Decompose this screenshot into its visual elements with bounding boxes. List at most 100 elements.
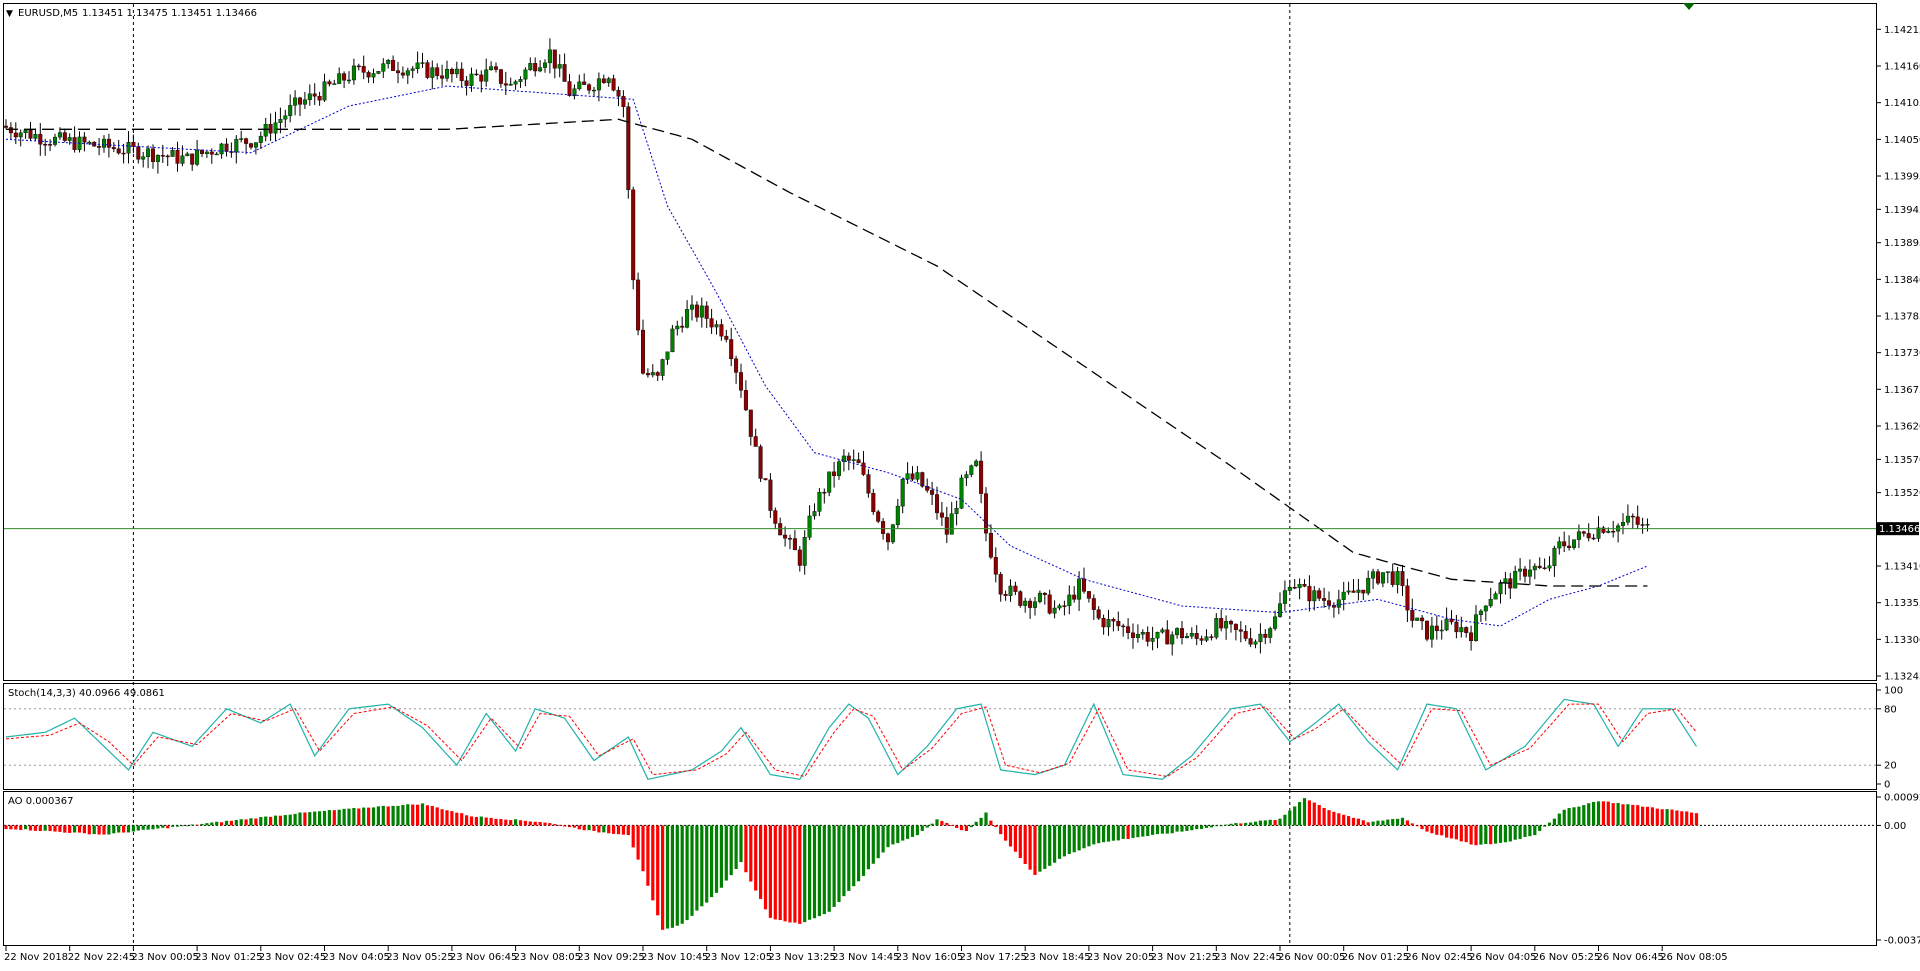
ao-bar <box>122 825 126 833</box>
candle-body <box>547 49 552 64</box>
price-tick-label: 1.14105 <box>1884 98 1920 109</box>
candle-body <box>1121 625 1126 628</box>
candle-body <box>1072 594 1077 600</box>
candle-body <box>621 96 626 107</box>
candle-body <box>935 494 940 514</box>
candle-body <box>440 75 445 79</box>
ao-bar <box>636 825 640 860</box>
ao-bar <box>63 825 67 833</box>
ao-bar <box>1116 825 1120 841</box>
ao-bar <box>465 815 469 826</box>
candle-body <box>1454 621 1459 633</box>
candle-body <box>239 138 244 140</box>
candle-body <box>82 136 87 143</box>
time-tick-label: 23 Nov 08:05 <box>514 952 581 963</box>
ao-bar <box>244 819 248 826</box>
ao-bar <box>1538 825 1542 831</box>
candle-body <box>97 145 102 148</box>
ao-bar <box>1053 825 1057 863</box>
candle-body <box>675 325 680 330</box>
ao-bar <box>915 825 919 836</box>
ao-bar <box>1151 825 1155 835</box>
candle-body <box>1532 565 1537 571</box>
candle-body <box>866 474 871 494</box>
ao-bar <box>724 825 728 881</box>
ao-bar <box>499 819 503 826</box>
candle-body <box>699 305 704 318</box>
ao-bar <box>136 825 140 831</box>
price-axis: 1.14215 1.14160 1.14105 1.14050 1.13995 1.139… <box>1876 25 1920 683</box>
candle-body <box>396 70 401 74</box>
candle-body <box>38 134 43 145</box>
ao-bar <box>494 818 498 826</box>
ao-bar <box>1592 801 1596 826</box>
current-price-tag: 1.13466 <box>1877 522 1920 536</box>
ao-bar <box>886 825 890 848</box>
candle-body <box>1562 541 1567 547</box>
ao-bar <box>24 825 28 830</box>
candle-body <box>557 64 562 69</box>
ao-bar <box>612 825 616 834</box>
ao-bar <box>876 825 880 859</box>
stochastic-panel[interactable]: Stoch(14,3,3) 40.0966 49.0861 <box>3 683 1877 790</box>
ao-bar <box>489 817 493 826</box>
ao-bar <box>1469 825 1473 845</box>
candle-body <box>552 49 557 69</box>
ao-bar <box>1013 825 1017 852</box>
ao-bar <box>1258 820 1262 826</box>
time-tick-label: 23 Nov 02:45 <box>259 952 326 963</box>
ao-bar <box>1106 825 1111 842</box>
header-triangle-icon[interactable]: ▼ <box>6 9 13 19</box>
ao-bar <box>881 825 885 853</box>
candle-body <box>636 279 641 331</box>
ao-bar <box>318 811 322 826</box>
candle-body <box>1150 637 1155 642</box>
candle-body <box>939 512 944 518</box>
candle-body <box>1204 636 1209 641</box>
time-tick-label: 23 Nov 13:25 <box>768 952 835 963</box>
candle-body <box>665 351 670 360</box>
ao-bar <box>131 825 135 832</box>
ao-panel[interactable]: AO 0.000367 <box>3 791 1877 946</box>
candle-body <box>876 511 881 522</box>
ao-bar <box>1008 825 1013 847</box>
candle-body <box>974 460 979 466</box>
time-tick-label: 26 Nov 06:45 <box>1597 952 1664 963</box>
ao-bar <box>1371 821 1375 826</box>
ao-bar <box>935 819 939 826</box>
candle-body <box>503 83 508 86</box>
ao-bar <box>141 825 145 830</box>
candle-body <box>763 478 768 481</box>
ao-bar <box>891 825 895 845</box>
ao-bar <box>1312 802 1316 826</box>
ao-bar <box>1136 825 1140 838</box>
candle-body <box>1091 598 1096 610</box>
ao-bar <box>1665 809 1669 826</box>
ao-bar <box>1425 825 1429 832</box>
ao-bar <box>337 809 341 826</box>
price-tick-label: 1.14215 <box>1884 25 1920 36</box>
price-tick-label: 1.13840 <box>1884 275 1920 286</box>
candle-body <box>949 513 954 535</box>
time-tick-label: 26 Nov 08:05 <box>1660 952 1727 963</box>
candle-body <box>1385 571 1390 573</box>
candle-body <box>464 80 469 86</box>
current-price-label: 1.13466 <box>1879 524 1920 535</box>
ao-bar <box>1449 825 1454 839</box>
candle-body <box>886 533 891 543</box>
ao-bar <box>1229 823 1233 826</box>
candle-body <box>1032 601 1037 608</box>
ao-bar <box>126 825 131 833</box>
ao-bar <box>112 825 116 834</box>
candle-body <box>302 99 307 105</box>
price-tick-label: 1.13730 <box>1884 348 1920 359</box>
candle-body <box>141 156 146 160</box>
ao-bar <box>367 807 371 826</box>
ao-bar <box>1283 814 1287 826</box>
ao-bar <box>1626 804 1630 826</box>
ao-bar <box>1557 813 1561 826</box>
price-panel[interactable]: ▼ EURUSD,M5 1.13451 1.13475 1.13451 1.13… <box>3 3 1877 945</box>
candle-body <box>709 318 714 328</box>
